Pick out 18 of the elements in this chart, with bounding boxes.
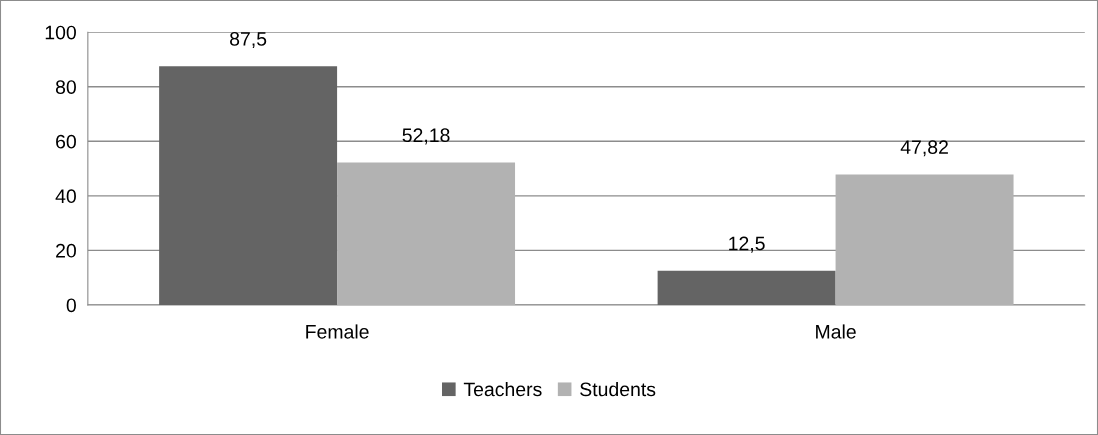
data-label: 87,5 [230, 32, 267, 49]
x-tick-label: Female [306, 324, 369, 339]
bar [657, 270, 836, 305]
y-tick-label: 40 [55, 189, 76, 204]
bar [835, 174, 1014, 305]
x-tick-label: Male [816, 324, 856, 339]
data-label: 52,18 [402, 128, 450, 145]
y-tick-label: 0 [66, 298, 76, 313]
bar [337, 162, 516, 305]
data-label: 12,5 [729, 236, 765, 253]
y-tick-label: 80 [55, 80, 76, 94]
y-tick-label: 60 [56, 134, 76, 149]
legend-label: Students [580, 381, 656, 397]
bar [159, 66, 338, 305]
data-label: 47,82 [900, 140, 948, 157]
y-tick-label: 100 [45, 25, 76, 40]
y-tick-label: 20 [56, 243, 76, 258]
legend-label: Teachers [463, 381, 542, 397]
